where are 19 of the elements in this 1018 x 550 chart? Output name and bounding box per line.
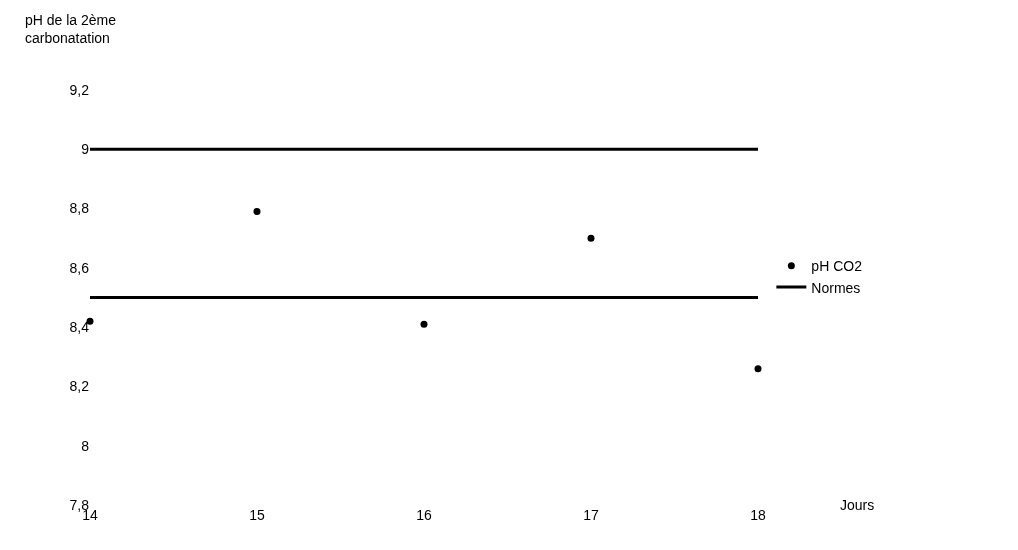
y-axis-title: pH de la 2ème carbonatation — [25, 12, 117, 47]
x-tick-label: 15 — [249, 507, 265, 523]
legend-label: pH CO2 — [811, 258, 863, 275]
y-tick-label: 8,4 — [69, 319, 90, 336]
point — [754, 365, 762, 373]
y-tick-label: 8,8 — [69, 200, 90, 217]
x-tick-label: 16 — [416, 507, 432, 523]
point — [420, 320, 428, 328]
y-tick-label: 9 — [81, 141, 90, 158]
y-tick-label: 8,6 — [69, 259, 90, 276]
text: Jours — [840, 497, 875, 513]
point — [587, 234, 595, 242]
x-tick-label: 18 — [750, 507, 766, 523]
point — [253, 208, 261, 216]
legend-label: Normes — [811, 279, 861, 296]
y-tick-label: 8 — [81, 437, 90, 454]
y-tick-label: 9,2 — [69, 81, 90, 98]
y-tick-label: 8,2 — [69, 378, 90, 395]
x-tick-label: 17 — [583, 507, 599, 523]
